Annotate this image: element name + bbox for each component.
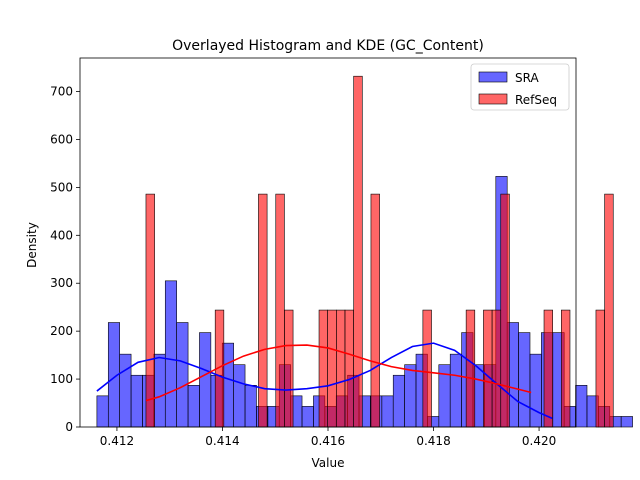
bar-refseq <box>370 193 380 428</box>
bar-refseq <box>543 309 553 428</box>
bar-sra <box>301 406 314 428</box>
x-axis-label: Value <box>312 456 345 470</box>
bar-sra <box>187 385 200 428</box>
y-tick-label: 500 <box>50 180 73 194</box>
kde-line-sra <box>96 342 553 420</box>
y-tick-label: 100 <box>50 372 73 386</box>
axes-layer: 0.412 0.414 0.416 0.418 0.420 0 100 200 300 400 50… <box>50 57 577 448</box>
bar-sra <box>620 416 633 428</box>
legend-swatch-sra <box>478 71 508 83</box>
bar-sra <box>449 353 462 428</box>
legend-label-refseq: RefSeq <box>515 93 557 107</box>
bar-sra <box>233 364 246 428</box>
bar-refseq <box>258 193 268 428</box>
bar-refseq <box>336 309 346 428</box>
bar-refseq <box>561 309 571 428</box>
x-tick-label: 0.420 <box>522 434 556 448</box>
y-tick-label: 200 <box>50 324 73 338</box>
bar-refseq <box>604 193 614 428</box>
x-tick-label: 0.414 <box>205 434 239 448</box>
kde-line-refseq <box>145 344 532 402</box>
bar-refseq <box>465 309 476 428</box>
bar-sra <box>176 322 189 428</box>
bar-refseq <box>275 193 285 428</box>
bar-refseq <box>344 309 354 428</box>
bar-refseq <box>318 309 328 428</box>
bar-sra <box>199 332 212 428</box>
chart-title: Overlayed Histogram and KDE (GC_Content) <box>172 38 484 54</box>
bar-refseq <box>145 193 155 428</box>
bar-refseq <box>483 309 493 428</box>
bar-refseq <box>491 309 502 428</box>
bar-sra <box>392 374 405 428</box>
bar-sra <box>164 280 177 428</box>
x-tick-label: 0.416 <box>311 434 345 448</box>
bar-sra <box>529 353 542 428</box>
bar-sra <box>381 395 394 428</box>
bar-refseq <box>327 309 337 428</box>
legend-label-sra: SRA <box>515 71 539 85</box>
kde-layer <box>96 342 553 420</box>
y-axis-label: Density <box>25 222 39 268</box>
y-tick-label: 0 <box>65 420 73 434</box>
bar-refseq <box>422 309 432 428</box>
y-tick-label: 700 <box>50 85 73 99</box>
legend-swatch-refseq <box>478 93 508 105</box>
bar-sra <box>404 364 417 428</box>
bar-sra <box>96 395 109 428</box>
bar-refseq <box>595 309 605 428</box>
bar-sra <box>518 332 531 428</box>
x-tick-label: 0.412 <box>100 434 134 448</box>
bar-sra <box>244 385 257 428</box>
y-tick-label: 600 <box>50 132 73 146</box>
bar-refseq <box>284 309 294 428</box>
bar-sra <box>575 385 588 428</box>
x-tick-label: 0.418 <box>416 434 450 448</box>
y-tick-label: 400 <box>50 228 73 242</box>
bar-sra <box>153 353 166 428</box>
bar-refseq <box>500 193 510 428</box>
series-refseq-bars <box>145 75 614 428</box>
y-tick-label: 300 <box>50 276 73 290</box>
legend: SRA RefSeq <box>470 63 570 111</box>
bar-sra <box>130 374 143 428</box>
bar-sra <box>119 353 132 428</box>
